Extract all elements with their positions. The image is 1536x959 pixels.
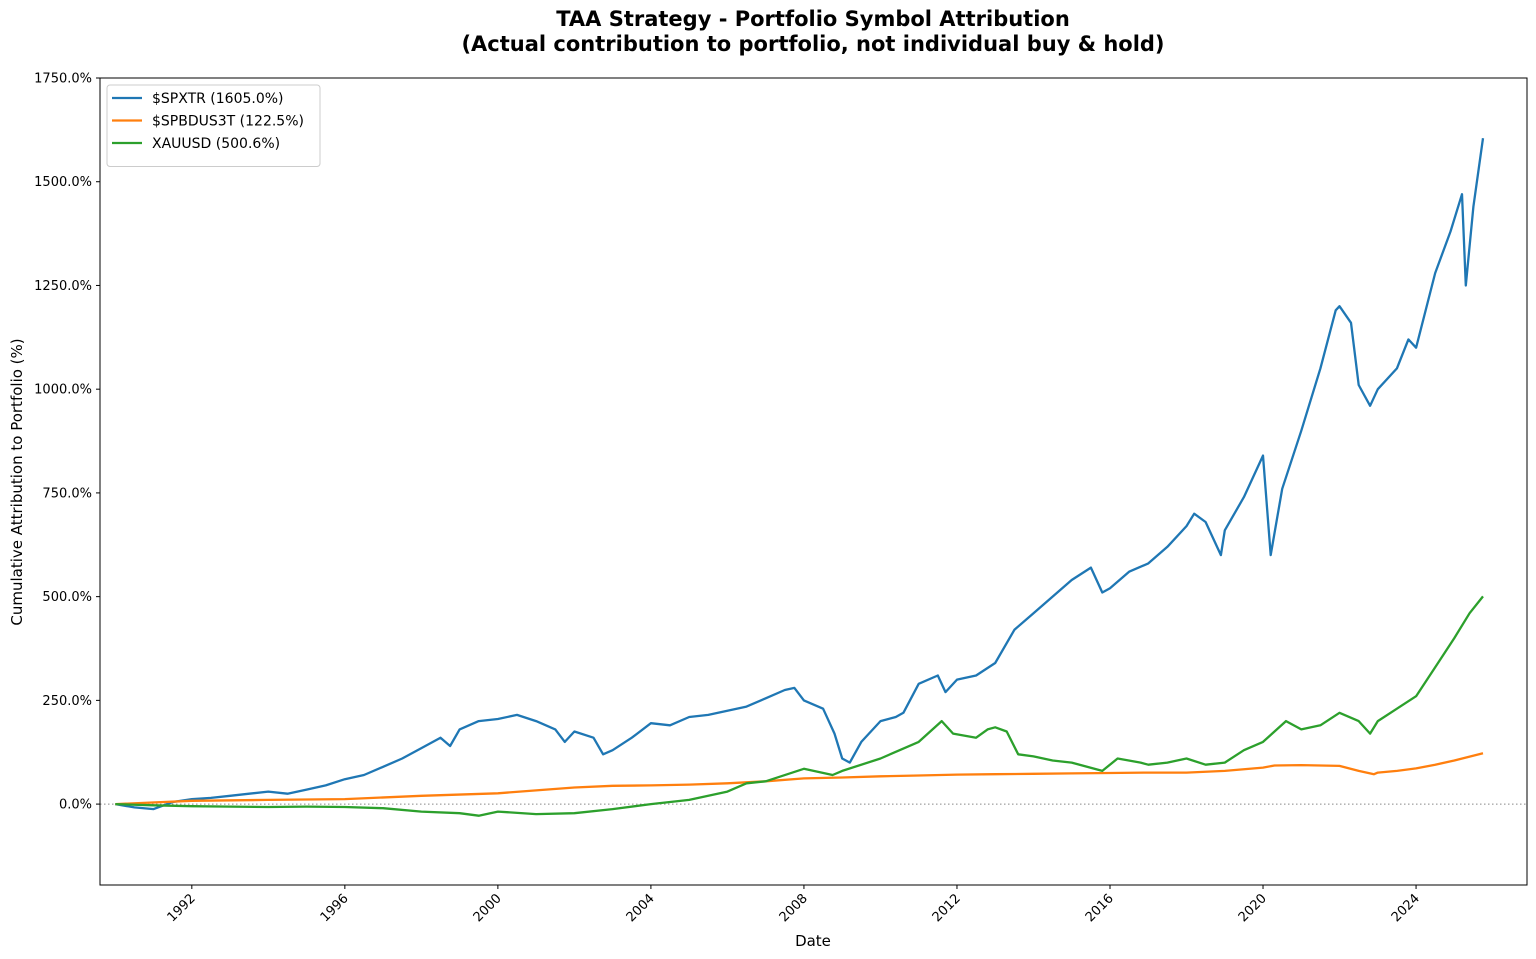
series-line-2 [115, 595, 1484, 817]
y-tick-label: 1250.0% [34, 279, 92, 294]
x-tick-label: 2020 [1236, 891, 1270, 925]
legend-label: $SPBDUS3T (122.5%) [152, 114, 304, 130]
legend-label: XAUUSD (500.6%) [152, 136, 280, 152]
x-axis-label: Date [795, 932, 831, 950]
y-tick-label: 1000.0% [34, 383, 92, 398]
series-line-0 [115, 138, 1485, 811]
y-tick-label: 750.0% [42, 486, 92, 501]
chart-subtitle: (Actual contribution to portfolio, not i… [461, 32, 1164, 56]
plot-area-frame [99, 77, 1528, 886]
x-tick-label: 1996 [318, 891, 352, 925]
series-lines [115, 138, 1485, 817]
series-line-1 [115, 752, 1484, 806]
y-tick-label: 1500.0% [34, 175, 92, 190]
x-tick-label: 2016 [1083, 891, 1117, 925]
x-tick-label: 2004 [624, 891, 658, 925]
axis-ticks: 0.0% 250.0% 500.0% 750.0% 1000.0% 1250.0% 1500… [34, 72, 1423, 926]
legend-label: $SPXTR (1605.0%) [152, 91, 284, 107]
y-tick-label: 0.0% [59, 798, 92, 813]
x-tick-label: 1992 [165, 891, 199, 925]
x-tick-label: 2012 [930, 891, 964, 925]
legend: $SPXTR (1605.0%) $SPBDUS3T (122.5%) XAUUSD… [106, 84, 321, 167]
x-tick-label: 2024 [1389, 891, 1423, 925]
y-axis-label: Cumulative Attribution to Portfolio (%) [8, 338, 26, 625]
x-tick-label: 2000 [471, 891, 505, 925]
y-tick-label: 250.0% [42, 694, 92, 709]
legend-box [106, 84, 321, 167]
x-tick-label: 2008 [777, 891, 811, 925]
y-tick-label: 1750.0% [34, 72, 92, 87]
chart-title: TAA Strategy - Portfolio Symbol Attribut… [556, 7, 1070, 31]
y-tick-label: 500.0% [42, 590, 92, 605]
